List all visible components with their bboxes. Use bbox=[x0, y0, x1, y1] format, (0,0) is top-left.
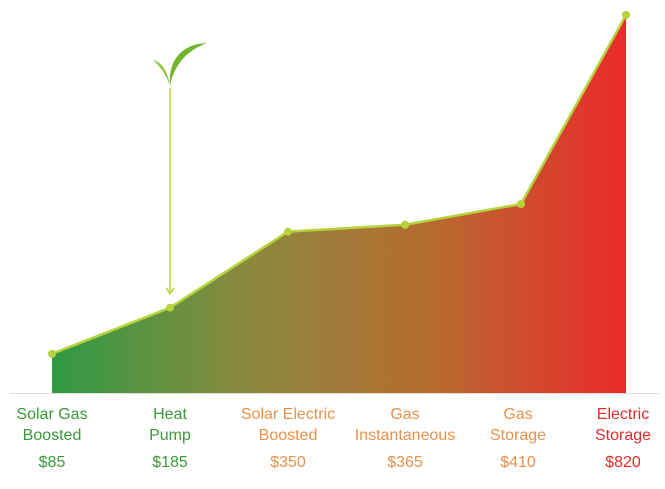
series-line bbox=[51, 14, 628, 355]
value-label-4: $410 bbox=[500, 454, 536, 471]
category-label-1: Heat Pump bbox=[149, 406, 191, 444]
data-point-5 bbox=[622, 11, 630, 19]
leaf-sprout-icon bbox=[153, 43, 207, 86]
data-point-0 bbox=[48, 349, 56, 358]
category-label-4: Gas Storage bbox=[490, 406, 546, 444]
data-point-4 bbox=[517, 200, 525, 208]
data-point-2 bbox=[284, 227, 292, 236]
value-label-3: $365 bbox=[387, 454, 423, 471]
value-label-5: $820 bbox=[605, 454, 641, 471]
data-point-3 bbox=[401, 220, 409, 229]
category-label-0: Solar Gas Boosted bbox=[16, 406, 87, 444]
value-label-2: $350 bbox=[270, 454, 306, 471]
value-label-0: $85 bbox=[39, 454, 66, 471]
value-labels: $85 $185 $350 $365 $410 $820 bbox=[39, 454, 641, 471]
category-label-2: Solar Electric Boosted bbox=[241, 406, 335, 444]
category-label-5: Electric Storage bbox=[595, 406, 651, 444]
highlight-arrow bbox=[165, 88, 175, 296]
data-point-1 bbox=[166, 303, 174, 312]
category-label-3: Gas Instantaneous bbox=[355, 406, 456, 444]
area-fill bbox=[52, 15, 626, 393]
category-labels: Solar Gas Boosted Heat Pump Solar Electric Bo… bbox=[16, 406, 651, 444]
data-points bbox=[48, 11, 630, 358]
value-label-1: $185 bbox=[152, 454, 188, 471]
